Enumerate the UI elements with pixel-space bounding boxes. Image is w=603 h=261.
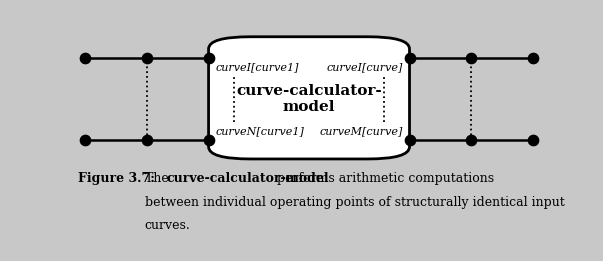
Text: Figure 3.7:: Figure 3.7:	[78, 172, 154, 185]
Point	[204, 56, 213, 61]
Text: curveI[curve]: curveI[curve]	[326, 63, 403, 73]
Text: curveN[curve1]: curveN[curve1]	[216, 126, 305, 136]
Point	[204, 138, 213, 142]
Point	[528, 56, 538, 61]
Point	[405, 138, 414, 142]
Text: performs arithmetic computations: performs arithmetic computations	[273, 172, 494, 185]
Point	[142, 56, 151, 61]
Point	[80, 56, 90, 61]
Text: The: The	[145, 172, 172, 185]
Point	[142, 138, 151, 142]
Text: between individual operating points of structurally identical input: between individual operating points of s…	[145, 196, 564, 209]
Point	[467, 138, 476, 142]
Point	[467, 56, 476, 61]
Text: curveI[curve1]: curveI[curve1]	[216, 63, 299, 73]
Point	[528, 138, 538, 142]
Text: curveM[curve]: curveM[curve]	[319, 126, 403, 136]
Text: curves.: curves.	[145, 219, 191, 232]
Point	[405, 56, 414, 61]
FancyBboxPatch shape	[209, 37, 409, 159]
Text: curve-calculator-
model: curve-calculator- model	[236, 84, 382, 114]
Point	[80, 138, 90, 142]
Text: curve-calculator-model: curve-calculator-model	[166, 172, 329, 185]
